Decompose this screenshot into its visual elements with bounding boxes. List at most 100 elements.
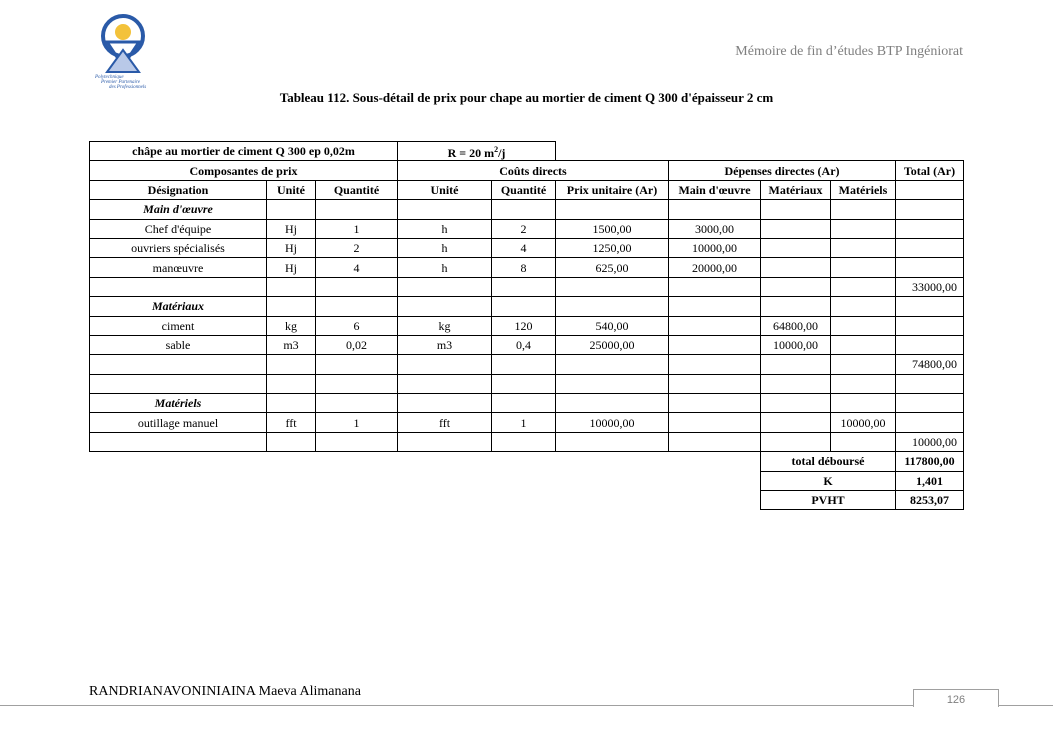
table-cell (315, 354, 398, 375)
table-row (89, 373, 964, 395)
table-cell (315, 276, 398, 298)
table-cell (397, 199, 492, 220)
table-row: 74800,00 (89, 354, 964, 375)
table-cell (266, 199, 316, 220)
table-cell (266, 431, 316, 453)
table-cell: 0,4 (491, 334, 556, 356)
column-header: Prix unitaire (Ar) (555, 179, 669, 201)
table-cell (491, 354, 556, 375)
table-cell: 10000,00 (668, 237, 761, 259)
table-cell (555, 296, 669, 317)
table-cell (555, 199, 669, 220)
column-header: Matériaux (760, 179, 831, 201)
group-header: Composantes de prix (89, 160, 398, 181)
table-cell (830, 276, 896, 298)
table-cell (266, 296, 316, 317)
table-row: 33000,00 (89, 276, 964, 298)
rendement: R = 20 m2/j (397, 140, 556, 162)
table-cell (491, 296, 556, 317)
table-cell (397, 276, 492, 298)
table-caption: Tableau 112. Sous-détail de prix pour ch… (279, 90, 774, 105)
table-cell: 540,00 (555, 315, 669, 336)
table-cell: 10000,00 (895, 431, 964, 453)
table-cell: 10000,00 (760, 334, 831, 356)
table-cell: 120 (491, 315, 556, 336)
summary-value: 1,401 (895, 470, 964, 492)
table-title: châpe au mortier de ciment Q 300 ep 0,02… (89, 140, 398, 162)
table-cell (760, 276, 831, 298)
group-header: Coûts directs (397, 160, 669, 181)
table-cell: Chef d'équipe (89, 218, 267, 239)
table-cell (266, 393, 316, 414)
table-cell: Hj (266, 237, 316, 259)
table-row: ouvriers spécialisés Hj 2 h 4 1250,00 10000,00 (89, 237, 964, 259)
table-cell (555, 373, 669, 395)
table-cell (315, 393, 398, 414)
table-cell (760, 431, 831, 453)
table-cell: m3 (397, 334, 492, 356)
table-cell: Main d'œuvre (89, 199, 267, 220)
table-row: manœuvre Hj 4 h 8 625,00 20000,00 (89, 257, 964, 278)
table-row: 10000,00 (89, 431, 964, 453)
svg-text:des Professionnels: des Professionnels (109, 85, 146, 90)
table-cell: fft (397, 412, 492, 433)
table-cell (668, 431, 761, 453)
table-cell (895, 393, 964, 414)
table-row: outillage manuel fft 1 fft 1 10000,00 10000,00 (89, 412, 964, 433)
table-cell (89, 276, 267, 298)
table-cell (760, 237, 831, 259)
table-cell (895, 373, 964, 395)
table-cell (830, 393, 896, 414)
table-cell (491, 373, 556, 395)
table-cell: 10000,00 (830, 412, 896, 433)
table-cell: h (397, 218, 492, 239)
table-cell: 10000,00 (555, 412, 669, 433)
summary-label: PVHT (760, 490, 896, 511)
table-cell (760, 218, 831, 239)
table-cell (760, 412, 831, 433)
table-cell (895, 237, 964, 259)
table-cell (895, 412, 964, 433)
table-cell: 20000,00 (668, 257, 761, 278)
column-header: Quantité (491, 179, 556, 201)
table-cell: 4 (315, 257, 398, 278)
table-cell: 2 (315, 237, 398, 259)
table-cell: 625,00 (555, 257, 669, 278)
table-cell (895, 296, 964, 317)
table-cell: 1250,00 (555, 237, 669, 259)
table-cell (555, 354, 669, 375)
table-cell (830, 296, 896, 317)
table-cell: ouvriers spécialisés (89, 237, 267, 259)
table-cell: Matériels (89, 393, 267, 414)
group-header: Total (Ar) (895, 160, 964, 181)
table-cell: 4 (491, 237, 556, 259)
running-title: Mémoire de fin d’études BTP Ingéniorat (735, 44, 963, 59)
table-cell (89, 354, 267, 375)
table-cell (397, 354, 492, 375)
table-cell: fft (266, 412, 316, 433)
table-cell: h (397, 237, 492, 259)
summary-row: K 1,401 (90, 470, 964, 492)
table-cell: outillage manuel (89, 412, 267, 433)
table-cell (397, 373, 492, 395)
group-header-row: Composantes de prix Coûts directs Dépens… (89, 160, 964, 181)
table-cell (895, 315, 964, 336)
table-cell: 6 (315, 315, 398, 336)
table-cell (397, 431, 492, 453)
table-cell (89, 373, 267, 395)
table-cell (668, 315, 761, 336)
table-cell: 33000,00 (895, 276, 964, 298)
svg-text:Polytechnique: Polytechnique (94, 75, 124, 80)
column-header: Unité (266, 179, 316, 201)
table-cell (491, 199, 556, 220)
summary-value: 8253,07 (895, 490, 964, 511)
table-cell (668, 412, 761, 433)
table-cell (491, 276, 556, 298)
table-row: sable m3 0,02 m3 0,4 25000,00 10000,00 (89, 334, 964, 356)
title-row: châpe au mortier de ciment Q 300 ep 0,02… (89, 140, 964, 162)
table-cell (760, 393, 831, 414)
table-cell (895, 218, 964, 239)
table-cell: sable (89, 334, 267, 356)
table-cell (668, 296, 761, 317)
